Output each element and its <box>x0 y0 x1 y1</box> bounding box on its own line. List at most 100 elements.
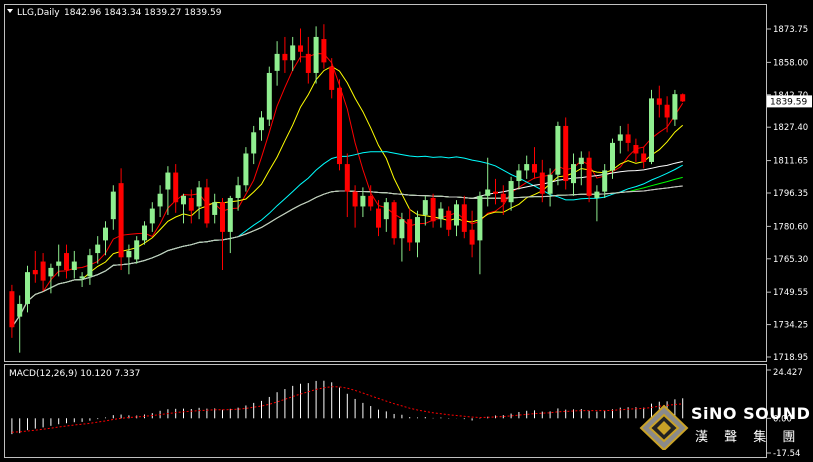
candle-body <box>493 191 498 194</box>
chart-menu-triangle-icon[interactable] <box>7 9 13 13</box>
macd-tick-label: -17.54 <box>773 449 800 459</box>
candle-body <box>196 187 202 207</box>
candle-body <box>204 187 210 224</box>
price-tick-label: 1718.95 <box>773 353 808 363</box>
candlestick-series <box>9 24 686 353</box>
macd-signal-polyline <box>11 386 683 433</box>
candle-body <box>532 164 537 173</box>
candle-body <box>500 193 506 203</box>
candle-body <box>17 303 23 317</box>
candle-body <box>672 94 678 120</box>
candle-body <box>524 164 530 171</box>
candle-body <box>259 117 264 131</box>
candle-body <box>352 191 358 207</box>
price-tick-label: 1873.75 <box>773 25 808 35</box>
candle-body <box>243 153 249 186</box>
candle-body <box>313 36 319 73</box>
price-axis: 1873.751858.001842.701827.401811.651796.… <box>767 25 808 363</box>
candle-body <box>79 276 85 279</box>
price-tick-label: 1827.40 <box>773 123 808 133</box>
macd-tick-label: 24.427 <box>773 368 803 378</box>
candle-body <box>95 244 101 254</box>
price-tick-label: 1765.30 <box>773 255 808 265</box>
candle-body <box>212 202 218 215</box>
candle-body <box>461 204 467 232</box>
candle-body <box>165 172 171 190</box>
candle-body <box>563 125 569 182</box>
candle-body <box>157 193 163 207</box>
candle-body <box>446 210 452 230</box>
candle-body <box>555 125 561 175</box>
candle-body <box>337 87 342 165</box>
candle-body <box>227 197 233 232</box>
candle-body <box>298 45 303 52</box>
price-tick-label: 1780.60 <box>773 222 808 232</box>
candle-body <box>664 104 670 118</box>
candle-body <box>391 202 397 239</box>
candle-body <box>625 134 631 143</box>
candle-body <box>376 208 381 228</box>
candle-body <box>134 240 140 260</box>
candle-body <box>56 261 62 266</box>
candle-body <box>321 39 327 63</box>
candle-body <box>516 170 522 182</box>
candle-body <box>48 267 54 277</box>
candle-body <box>282 53 288 61</box>
company-logo: SiNO SOUND 漢 聲 集 團 <box>639 396 810 456</box>
macd-histogram <box>11 380 684 435</box>
candle-body <box>586 157 592 196</box>
candle-body <box>126 250 132 258</box>
candle-body <box>149 208 155 224</box>
moving-average-line <box>11 52 684 328</box>
candle-body <box>399 219 405 239</box>
candle-body <box>407 219 413 243</box>
price-tick-label: 1796.35 <box>773 189 808 199</box>
candle-body <box>602 170 608 192</box>
candle-body <box>103 227 108 241</box>
candle-body <box>485 189 491 196</box>
macd-tick-label: 0.00 <box>773 414 792 424</box>
macd-signal-line <box>11 386 683 433</box>
moving-average-lines <box>11 52 684 328</box>
candle-body <box>547 174 553 194</box>
candle-body <box>251 132 257 154</box>
macd-plot-frame <box>4 364 767 458</box>
candle-body <box>110 191 116 220</box>
ohlc-header: 1842.96 1843.34 1839.27 1839.59 <box>64 8 222 18</box>
candle-body <box>649 98 654 162</box>
logo-name-zh: 漢 聲 集 團 <box>695 430 802 445</box>
price-tick-label: 1734.25 <box>773 321 808 331</box>
candle-body <box>25 272 30 304</box>
candle-body <box>539 172 545 194</box>
candle-body <box>641 153 647 162</box>
logo-name-en: SiNO SOUND <box>691 404 811 423</box>
candle-body <box>142 225 147 241</box>
macd-axis: 24.427 0.00 -17.54 <box>767 368 803 459</box>
candle-body <box>610 142 615 171</box>
macd-header: MACD(12,26,9) 10.120 7.337 <box>9 369 140 379</box>
price-tick-label: 1858.00 <box>773 58 808 68</box>
candle-body <box>344 164 350 192</box>
diamond-logo-icon <box>639 404 689 450</box>
candle-body <box>656 98 662 105</box>
candle-body <box>64 253 69 271</box>
candle-body <box>368 195 374 207</box>
candle-body <box>383 202 389 220</box>
candle-body <box>305 53 311 73</box>
candle-body <box>578 157 584 165</box>
candle-body <box>477 195 483 241</box>
candle-body <box>360 195 366 207</box>
candle-body <box>266 72 272 120</box>
candle-body <box>220 202 225 232</box>
candle-body <box>454 204 459 226</box>
current-price-marker <box>767 95 812 108</box>
candle-body <box>617 134 623 141</box>
candle-body <box>188 197 194 211</box>
candle-body <box>71 261 77 271</box>
candle-body <box>40 261 46 281</box>
candle-body <box>32 270 38 275</box>
candle-body <box>680 94 686 102</box>
candle-body <box>594 191 600 198</box>
candle-body <box>430 197 436 222</box>
